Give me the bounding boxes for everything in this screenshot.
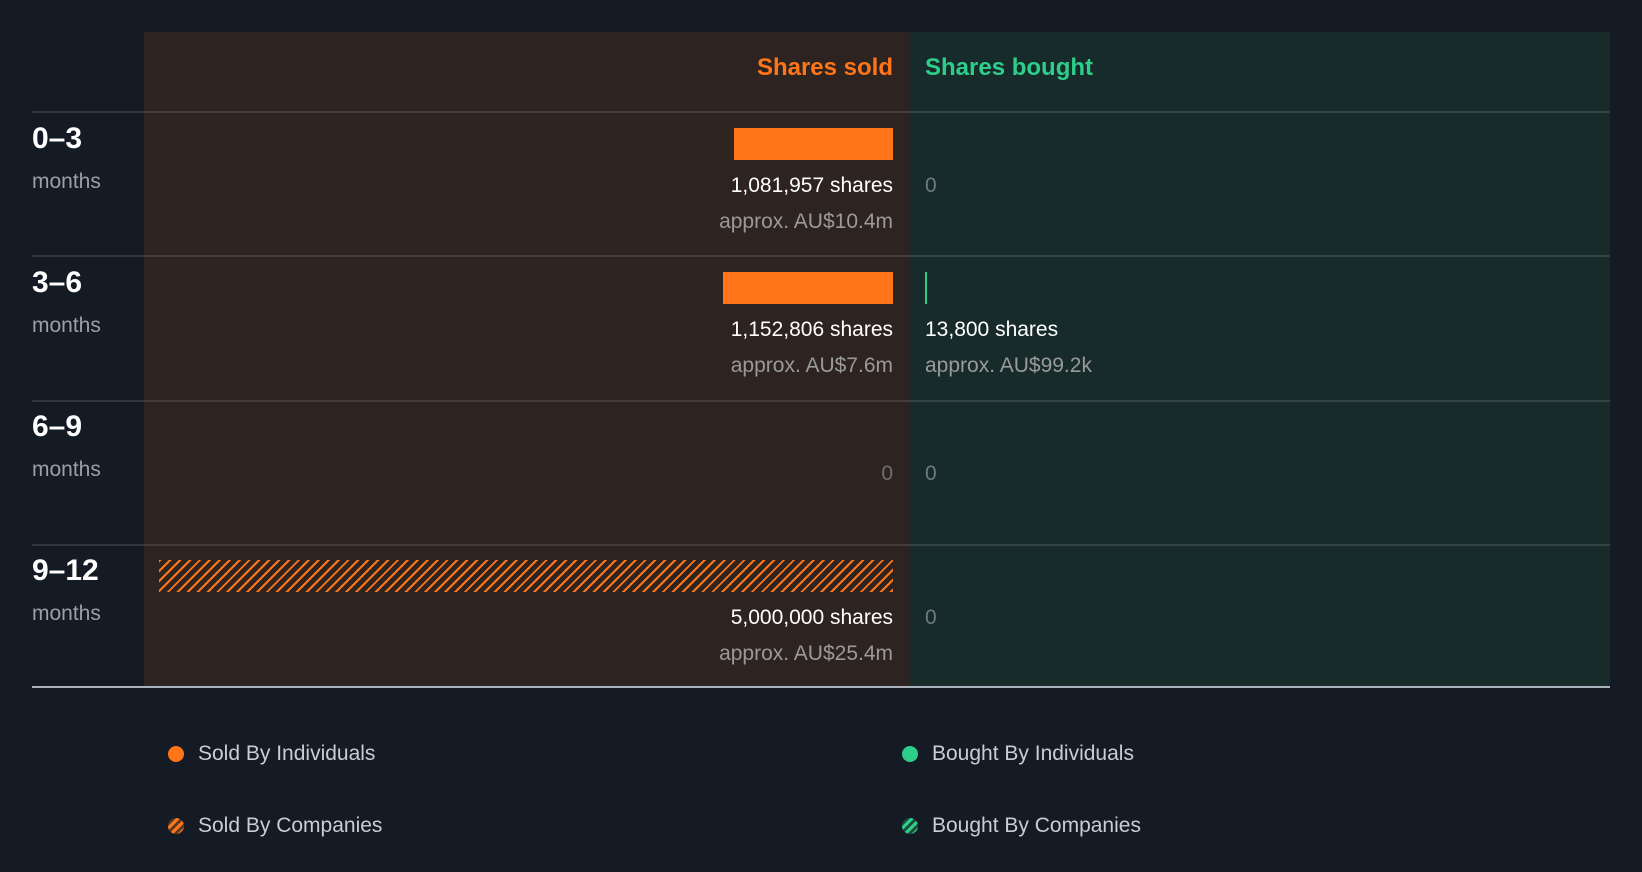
sold-individuals-bar[interactable] <box>723 272 893 304</box>
period-label: 0–3 <box>32 122 83 155</box>
shares-bought-header: Shares bought <box>925 54 1094 81</box>
sold-approx-value: approx. AU$25.4m <box>719 642 893 665</box>
period-row-6-9: 6–9 months 0 0 <box>0 400 1642 544</box>
bought-zero-value: 0 <box>925 174 937 197</box>
legend-label: Bought By Companies <box>932 814 1141 837</box>
period-label: 6–9 <box>32 410 83 443</box>
sold-approx-value: approx. AU$10.4m <box>719 210 893 233</box>
bought-shares-value: 13,800 shares <box>925 318 1059 341</box>
period-label: 3–6 <box>32 266 83 299</box>
shares-bought-panel <box>909 32 1610 687</box>
legend-label: Bought By Individuals <box>932 742 1134 765</box>
sold-shares-value: 1,081,957 shares <box>730 174 893 197</box>
legend-bought-companies[interactable]: Bought By Companies <box>902 814 1141 838</box>
green-hatched-dot-icon <box>902 818 918 834</box>
sold-shares-value: 5,000,000 shares <box>730 606 893 629</box>
legend-sold-companies[interactable]: Sold By Companies <box>168 814 382 838</box>
period-row-9-12: 9–12 months 5,000,000 shares approx. AU$… <box>0 544 1642 688</box>
legend-label: Sold By Individuals <box>198 742 376 765</box>
period-unit: months <box>32 314 101 337</box>
chart-baseline <box>32 686 1610 688</box>
legend-bought-individuals[interactable]: Bought By Individuals <box>902 742 1134 766</box>
sold-individuals-bar[interactable] <box>734 128 893 160</box>
period-unit: months <box>32 170 101 193</box>
bought-zero-value: 0 <box>925 606 937 629</box>
sold-zero-value: 0 <box>881 462 893 485</box>
legend-sold-individuals[interactable]: Sold By Individuals <box>168 742 375 766</box>
period-row-0-3: 0–3 months 1,081,957 shares approx. AU$1… <box>0 112 1642 256</box>
row-divider <box>32 400 1610 402</box>
sold-companies-bar[interactable] <box>159 560 893 592</box>
orange-dot-icon <box>168 746 184 762</box>
bought-individuals-bar[interactable] <box>925 272 927 304</box>
period-row-3-6: 3–6 months 1,152,806 shares approx. AU$7… <box>0 256 1642 400</box>
period-label: 9–12 <box>32 554 99 587</box>
sold-approx-value: approx. AU$7.6m <box>730 354 893 377</box>
shares-sold-header: Shares sold <box>756 54 893 81</box>
period-unit: months <box>32 602 101 625</box>
bought-zero-value: 0 <box>925 462 937 485</box>
row-divider <box>32 255 1610 257</box>
sold-shares-value: 1,152,806 shares <box>730 318 893 341</box>
legend-label: Sold By Companies <box>198 814 383 837</box>
orange-hatched-dot-icon <box>168 818 184 834</box>
row-divider <box>32 544 1610 546</box>
bought-approx-value: approx. AU$99.2k <box>925 354 1092 377</box>
green-dot-icon <box>902 746 918 762</box>
row-divider <box>32 111 1610 113</box>
period-unit: months <box>32 458 101 481</box>
